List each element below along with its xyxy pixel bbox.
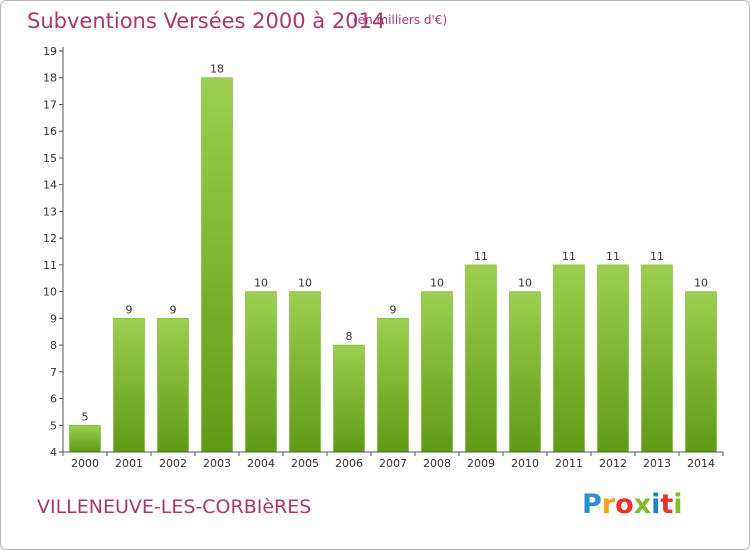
bar xyxy=(685,291,717,453)
x-tick-label: 2007 xyxy=(379,457,407,470)
bar xyxy=(597,264,629,453)
y-tick-label: 11 xyxy=(43,259,57,272)
x-tick-label: 2000 xyxy=(71,457,99,470)
bar-value-label: 18 xyxy=(210,63,224,76)
bar-value-label: 5 xyxy=(82,410,89,423)
logo-letter: r xyxy=(601,489,616,520)
x-tick-label: 2008 xyxy=(423,457,451,470)
chart-subtitle: (en milliers d'€) xyxy=(353,13,448,27)
bar xyxy=(289,291,321,453)
bar-value-label: 11 xyxy=(562,250,576,263)
x-tick-label: 2002 xyxy=(159,457,187,470)
y-tick-label: 15 xyxy=(43,152,57,165)
logo-letter: P xyxy=(582,489,602,520)
logo-letter: i xyxy=(673,489,683,520)
y-tick-label: 19 xyxy=(43,45,57,58)
x-tick-label: 2006 xyxy=(335,457,363,470)
y-tick-label: 14 xyxy=(43,179,57,192)
y-tick-label: 12 xyxy=(43,232,57,245)
bar xyxy=(201,77,233,453)
bars: 5 9 9 18 10 10 8 9 10 11 10 11 11 11 10 xyxy=(69,63,717,453)
bar-value-label: 10 xyxy=(430,277,444,290)
x-tick-label: 2010 xyxy=(511,457,539,470)
y-tick-label: 9 xyxy=(50,312,57,325)
x-tick-label: 2013 xyxy=(643,457,671,470)
bar xyxy=(333,344,365,453)
bar-value-label: 10 xyxy=(694,277,708,290)
x-tick-label: 2004 xyxy=(247,457,275,470)
bar-value-label: 11 xyxy=(474,250,488,263)
y-tick-label: 8 xyxy=(50,339,57,352)
bar xyxy=(377,318,409,453)
y-tick-label: 17 xyxy=(43,98,57,111)
x-tick-label: 2003 xyxy=(203,457,231,470)
bar-value-label: 11 xyxy=(650,250,664,263)
bar-value-label: 9 xyxy=(126,303,133,316)
y-tick-label: 4 xyxy=(50,446,57,459)
bar xyxy=(113,318,145,453)
bar xyxy=(641,264,673,453)
bar-value-label: 10 xyxy=(298,277,312,290)
bar xyxy=(69,424,101,453)
logo-letter: x xyxy=(633,489,652,520)
bar xyxy=(465,264,497,453)
bar-value-label: 9 xyxy=(170,303,177,316)
bar-value-label: 10 xyxy=(518,277,532,290)
bar-value-label: 11 xyxy=(606,250,620,263)
y-tick-label: 13 xyxy=(43,205,57,218)
chart-title: Subventions Versées 2000 à 2014 xyxy=(27,9,386,33)
bar xyxy=(245,291,277,453)
bar xyxy=(157,318,189,453)
logo-letter: i xyxy=(651,489,661,520)
x-tick-label: 2001 xyxy=(115,457,143,470)
x-tick-label: 2012 xyxy=(599,457,627,470)
y-tick-label: 7 xyxy=(50,366,57,379)
y-tick-label: 10 xyxy=(43,286,57,299)
y-tick-label: 18 xyxy=(43,72,57,85)
y-tick-label: 6 xyxy=(50,393,57,406)
y-axis: 4 5 6 7 8 9 10 11 12 13 14 15 16 17 18 19 xyxy=(43,45,64,459)
x-tick-label: 2011 xyxy=(555,457,583,470)
bar-value-label: 9 xyxy=(390,303,397,316)
logo-letter: t xyxy=(660,489,674,520)
bar xyxy=(553,264,585,453)
y-tick-label: 5 xyxy=(50,419,57,432)
bar-value-label: 10 xyxy=(254,277,268,290)
x-axis: 2000 2001 2002 2003 2004 2005 2006 2007 2008 2009… xyxy=(62,451,724,470)
commune-name: VILLENEUVE-LES-CORBIèRES xyxy=(37,496,312,518)
y-tick-label: 16 xyxy=(43,125,57,138)
bar xyxy=(421,291,453,453)
logo-letter: o xyxy=(615,489,634,520)
x-tick-label: 2009 xyxy=(467,457,495,470)
x-tick-label: 2014 xyxy=(687,457,715,470)
proxiti-logo: Proxiti xyxy=(582,489,683,520)
bar-value-label: 8 xyxy=(346,330,353,343)
x-tick-label: 2005 xyxy=(291,457,319,470)
bar xyxy=(509,291,541,453)
